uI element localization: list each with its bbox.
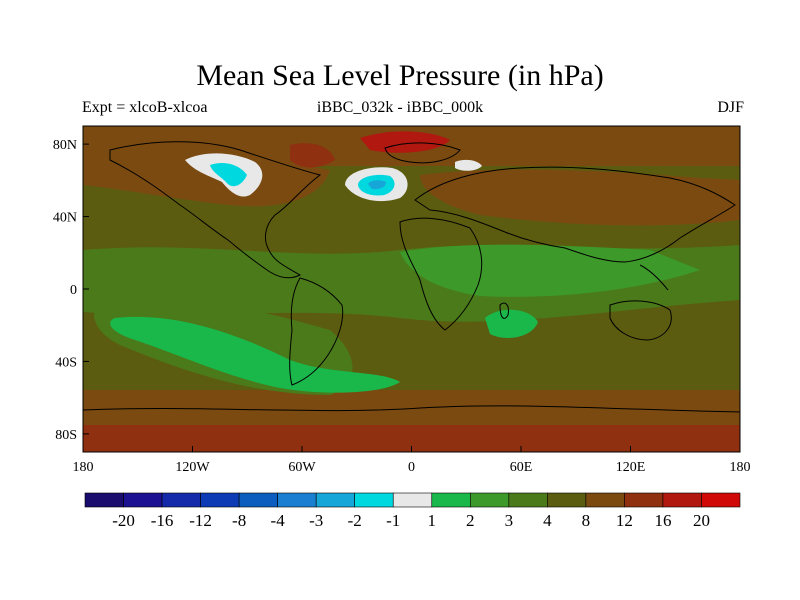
colorbar: -20 -16 -12 -8 -4 -3 -2 -1 1 2 3 4 8 12 16 20 [84, 492, 741, 530]
y-tick-label: 80S [55, 428, 77, 443]
x-tick-label: 180 [73, 460, 94, 475]
x-tick-label: 120W [175, 460, 210, 475]
colorbar-swatch [392, 492, 433, 508]
colorbar-label: -16 [151, 511, 174, 530]
colorbar-swatch [200, 492, 240, 508]
colorbar-label: 4 [543, 511, 552, 530]
colorbar-swatch [508, 492, 548, 508]
colorbar-swatch [662, 492, 702, 508]
y-tick-label: 0 [70, 283, 77, 298]
colorbar-label: -12 [189, 511, 212, 530]
colorbar-swatch [123, 492, 163, 508]
colorbar-label: 8 [582, 511, 591, 530]
colorbar-label: -8 [232, 511, 246, 530]
comparison-label: iBBC_032k - iBBC_000k [316, 99, 484, 116]
north-america-outline [109, 141, 322, 279]
africa-outline [399, 217, 483, 331]
madagascar-anomaly [485, 309, 538, 338]
madagascar-outline [499, 302, 509, 319]
y-tick-label: 80N [53, 138, 77, 153]
colorbar-label: 1 [428, 511, 437, 530]
colorbar-swatch [277, 492, 317, 508]
colorbar-swatch [161, 492, 201, 508]
colorbar-label: 3 [505, 511, 514, 530]
colorbar-swatch [315, 492, 356, 508]
x-tick-label: 120E [616, 460, 646, 475]
experiment-label: Expt = xlcoB-xlcoa [82, 99, 208, 116]
colorbar-swatch [84, 492, 124, 508]
antarctica-outline [82, 405, 741, 413]
coastlines [82, 141, 741, 413]
season-label: DJF [717, 99, 744, 116]
colorbar-label: 16 [654, 511, 671, 530]
north-atlantic-low-center [368, 180, 386, 190]
australia-outline [609, 300, 672, 341]
labrador-high [290, 143, 335, 168]
colorbar-swatch [585, 492, 625, 508]
colorbar-swatch [431, 492, 471, 508]
y-tick-label: 40S [55, 355, 77, 370]
colorbar-label: -4 [271, 511, 286, 530]
x-tick-label: 60E [510, 460, 533, 475]
colorbar-swatch [354, 492, 394, 508]
colorbar-label: -3 [309, 511, 323, 530]
scandinavia-anomaly [455, 159, 482, 171]
colorbar-label: -1 [386, 511, 400, 530]
y-tick-label: 40N [53, 211, 77, 226]
greenland-high [360, 131, 450, 153]
x-tick-label: 60W [288, 460, 316, 475]
axis-ticks: 180 120W 60W 0 60E 120E 180 80N 40N 0 40S 80S [53, 138, 751, 475]
pressure-field [83, 126, 740, 452]
laurentide-core [210, 163, 247, 187]
south-pacific-bright [110, 316, 401, 393]
eurasia-outline [414, 166, 736, 263]
colorbar-swatch [701, 492, 741, 508]
colorbar-label: 2 [466, 511, 475, 530]
colorbar-label: -2 [348, 511, 362, 530]
eurasia-brown [420, 169, 740, 226]
colorbar-swatch [547, 492, 587, 508]
south-america-outline [289, 277, 344, 386]
x-tick-label: 0 [408, 460, 415, 475]
north-america-brown [83, 154, 330, 207]
greenland-outline [384, 142, 461, 164]
x-tick-label: 180 [730, 460, 751, 475]
colorbar-swatch [469, 492, 510, 508]
colorbar-label: 12 [616, 511, 633, 530]
colorbar-label: -20 [112, 511, 135, 530]
plot-title: Mean Sea Level Pressure (in hPa) [196, 59, 604, 92]
maritime-continent-outline [639, 264, 669, 291]
colorbar-label: 20 [693, 511, 710, 530]
colorbar-swatch [624, 492, 664, 508]
indian-ocean-green [400, 244, 700, 297]
colorbar-swatch [238, 492, 278, 508]
